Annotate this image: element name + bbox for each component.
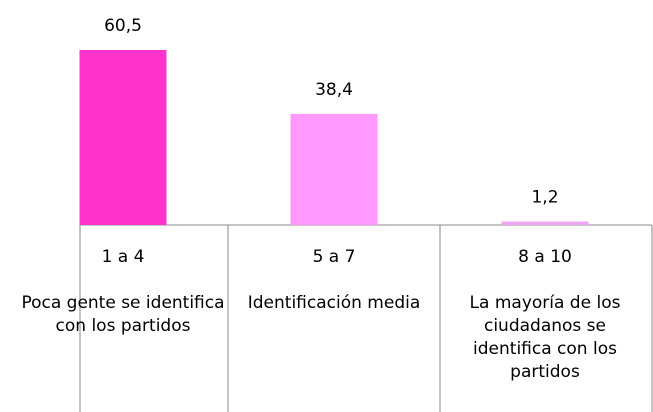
data-label: 1,2 — [531, 188, 558, 208]
data-label: 38,4 — [315, 80, 353, 100]
category-description: Poca gente se identifica con los partido… — [21, 293, 225, 336]
bar — [79, 50, 167, 225]
category-label: 8 a 10 — [518, 247, 572, 267]
bar — [290, 113, 378, 225]
data-label: 60,5 — [104, 16, 142, 36]
category-description: La mayoría de los ciudadanos se identifi… — [469, 293, 621, 382]
category-label: 1 a 4 — [101, 247, 145, 267]
category-description: Identificación media — [247, 293, 421, 313]
category-label: 5 a 7 — [312, 247, 356, 267]
bar — [501, 221, 589, 225]
